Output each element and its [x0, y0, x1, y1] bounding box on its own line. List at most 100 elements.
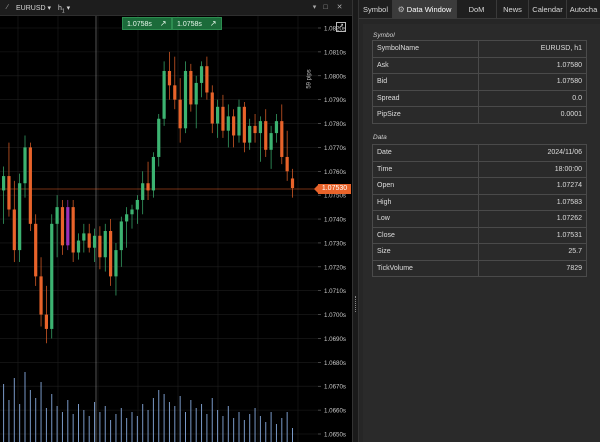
row-key: Date [372, 144, 479, 162]
y-tick-label: 1.0720s [324, 264, 346, 271]
pips-label: 59 pips [306, 69, 313, 89]
data-window: Symbol SymbolName EURUSD, h1 Ask 1.07580 Bid… [363, 24, 600, 442]
row-key: Spread [372, 89, 479, 107]
candle-body [264, 121, 268, 150]
candle-body [7, 176, 11, 210]
row-key: SymbolName [372, 40, 479, 58]
candle-body [167, 70, 172, 86]
volume-bars [3, 372, 293, 442]
current-price-tag: 1.07530 [314, 184, 351, 194]
symbol-row: Spread 0.0 [372, 89, 588, 107]
price-axis: 1.0820s 1.0810s 1.0800s 1.0790s 1.0780s 1.077… [318, 26, 346, 439]
data-row: Date 2024/11/06 [372, 144, 588, 162]
candle-body [114, 250, 118, 277]
candle-body [23, 147, 27, 184]
candle-body [82, 233, 86, 241]
candle-body [146, 183, 150, 191]
y-tick-label: 1.0670s [324, 384, 346, 391]
candle-body [125, 214, 129, 222]
data-section-title: Data [373, 134, 387, 141]
row-key: TickVolume [372, 259, 479, 277]
candle-body [135, 199, 139, 210]
y-tick-label: 1.0800s [324, 73, 346, 80]
y-tick-label: 1.0730s [324, 240, 346, 247]
row-value: 1.07274 [477, 177, 588, 195]
y-tick-label: 1.0690s [324, 336, 346, 343]
sell-price: 1.0758s [127, 21, 152, 28]
splitter-grip-icon[interactable] [355, 296, 357, 312]
data-row: Close 1.07531 [372, 226, 588, 244]
tab-data-window[interactable]: ⚙ Data Window [393, 0, 457, 19]
candle-body [55, 207, 59, 224]
tab-autochartist[interactable]: Autocha [569, 5, 598, 14]
candle-body [34, 223, 38, 277]
candle-body [92, 235, 97, 248]
chart-type-icon[interactable]: ∕ [6, 4, 9, 11]
candle-body [18, 183, 22, 251]
tab-calendar[interactable]: Calendar [529, 0, 567, 19]
candle-body [151, 156, 155, 191]
timeframe-selector[interactable]: h1 ▾ [58, 5, 71, 15]
row-value: 1.07583 [477, 193, 588, 211]
panel-splitter[interactable] [352, 0, 359, 442]
row-value: 18:00:00 [477, 160, 588, 178]
candle-body [183, 70, 188, 129]
timeframe-sub: 1 [61, 8, 65, 15]
data-row: Open 1.07274 [372, 177, 588, 195]
candle-body [50, 223, 54, 329]
sell-arrow-icon: ↗ [159, 19, 167, 28]
candle-body [253, 125, 257, 134]
data-row: Time 18:00:00 [372, 160, 588, 178]
data-row: High 1.07583 [372, 193, 588, 211]
candle-body [76, 240, 81, 253]
sell-button[interactable]: 1.0758s ↗ [122, 17, 172, 30]
candle-body [109, 231, 113, 277]
candle-body [103, 231, 107, 258]
symbol-table: SymbolName EURUSD, h1 Ask 1.07580 Bid 1.07580… [372, 40, 588, 124]
symbol-selector[interactable]: EURUSD ▾ [16, 5, 52, 12]
candle-body [12, 209, 16, 251]
candle-body [28, 147, 32, 224]
y-tick-label: 1.0740s [324, 217, 346, 224]
candle-body [130, 209, 134, 215]
symbol-row: SymbolName EURUSD, h1 [372, 40, 588, 58]
chart-header: ∕ EURUSD ▾ h1 ▾ ▾ □ ✕ [0, 0, 352, 16]
candle-body [221, 106, 225, 131]
chevron-down-icon[interactable]: ▾ [312, 4, 317, 11]
symbol-row: Bid 1.07580 [372, 73, 588, 91]
row-key: Size [372, 243, 479, 261]
data-table: Date 2024/11/06 Time 18:00:00 Open 1.07274 Hig… [372, 144, 588, 277]
candle-body [274, 121, 279, 134]
chart-panel[interactable]: ∕ EURUSD ▾ h1 ▾ ▾ □ ✕ 1.0820s 1.0810s 1.08… [0, 0, 352, 442]
row-value: EURUSD, h1 [477, 40, 588, 58]
candle-body [248, 125, 252, 143]
candle-body [2, 176, 6, 191]
close-icon[interactable]: ✕ [336, 4, 343, 11]
candle-body [87, 233, 91, 248]
row-value: 2024/11/06 [477, 144, 588, 162]
y-tick-label: 1.0710s [324, 288, 346, 295]
tab-news[interactable]: News [497, 0, 529, 19]
y-tick-label: 1.0820s [324, 26, 346, 33]
row-value: 1.07531 [477, 226, 588, 244]
candle-body [60, 207, 65, 246]
tab-dom[interactable]: DoM [457, 0, 497, 19]
symbol-row: Ask 1.07580 [372, 56, 588, 74]
buy-price: 1.0758s [177, 21, 202, 28]
candle-body [194, 82, 198, 105]
y-tick-label: 1.0780s [324, 121, 346, 128]
buy-button[interactable]: 1.0758s ↗ [172, 17, 222, 30]
candle-body [242, 106, 246, 143]
tab-bar: Symbol ⚙ Data Window DoM News Calendar Au… [359, 0, 600, 19]
gear-icon: ⚙ [397, 5, 405, 14]
row-key: Low [372, 210, 479, 228]
tab-symbol[interactable]: Symbol [359, 0, 393, 19]
row-key: Open [372, 177, 479, 195]
maximize-icon[interactable]: □ [323, 4, 328, 11]
symbol-label: EURUSD [16, 5, 46, 12]
candle-body [290, 178, 295, 189]
candle-body [39, 276, 43, 315]
expand-icon[interactable]: ↗ [336, 22, 346, 32]
row-key: Close [372, 226, 479, 244]
price-chart[interactable]: 1.0820s 1.0810s 1.0800s 1.0790s 1.0780s 1.077… [0, 16, 352, 442]
